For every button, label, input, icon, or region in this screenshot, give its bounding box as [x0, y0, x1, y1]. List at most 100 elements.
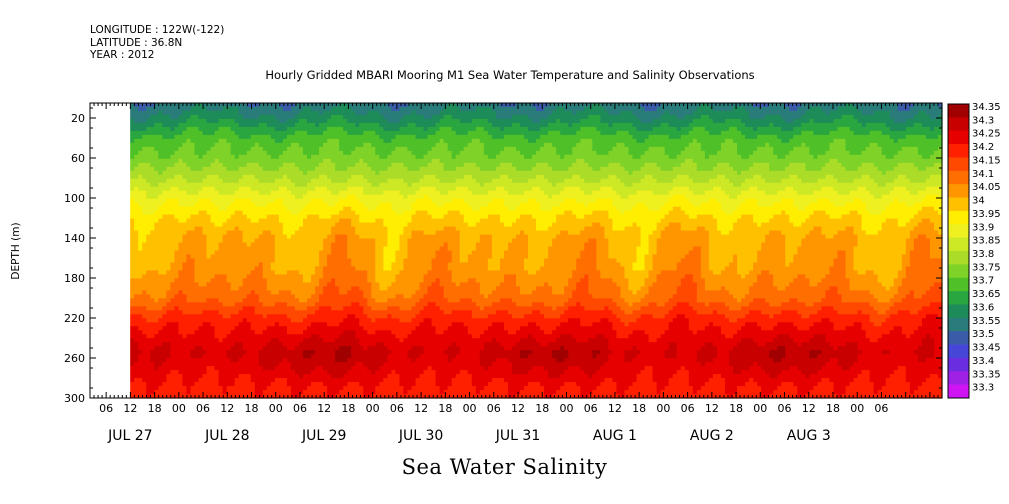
x-hour-label: 12 — [802, 402, 816, 415]
colorbar-label: 33.7 — [972, 276, 994, 287]
colorbar-label: 33.3 — [972, 383, 994, 394]
colorbar-label: 34.05 — [972, 182, 1001, 193]
colorbar-label: 33.85 — [972, 236, 1001, 247]
colorbar-label: 34.2 — [972, 142, 994, 153]
y-tick-label: 60 — [71, 152, 85, 165]
y-tick-label: 20 — [71, 112, 85, 125]
colorbar-swatch — [948, 157, 969, 172]
colorbar-label: 33.95 — [972, 209, 1001, 220]
x-hour-label: 06 — [778, 402, 792, 415]
colorbar-swatch — [948, 184, 969, 198]
x-hour-label: 00 — [172, 402, 186, 415]
x-hour-label: 18 — [148, 402, 162, 415]
y-tick-label: 100 — [64, 192, 85, 205]
x-hour-label: 12 — [511, 402, 525, 415]
x-day-label: JUL 29 — [301, 428, 346, 444]
colorbar-label: 34 — [972, 196, 985, 207]
longitude-label: LONGITUDE : 122W(-122) — [90, 24, 225, 36]
colorbar-label: 34.35 — [972, 102, 1001, 113]
x-hour-label: 18 — [535, 402, 549, 415]
colorbar-swatch — [948, 331, 969, 345]
colorbar-label: 33.8 — [972, 249, 994, 260]
x-hour-label: 06 — [390, 402, 404, 415]
x-day-label: AUG 2 — [690, 428, 734, 444]
x-hour-label: 00 — [366, 402, 380, 415]
x-hour-label: 18 — [632, 402, 646, 415]
heatmap-field — [130, 103, 943, 399]
colorbar-swatch — [948, 170, 969, 185]
colorbar-frame — [947, 103, 970, 399]
y-tick-label: 220 — [64, 312, 85, 325]
colorbar-swatch — [948, 144, 969, 158]
x-hour-label: 00 — [656, 402, 670, 415]
x-hour-label: 18 — [826, 402, 840, 415]
x-hour-label: 06 — [487, 402, 501, 415]
x-day-label: JUL 27 — [107, 428, 152, 444]
y-tick-label: 260 — [64, 352, 85, 365]
year-label: YEAR : 2012 — [90, 49, 155, 61]
colorbar-swatch — [948, 117, 969, 132]
colorbar-swatch — [948, 344, 969, 359]
colorbar-swatch — [948, 371, 969, 385]
x-hour-label: 00 — [850, 402, 864, 415]
colorbar-label: 33.9 — [972, 222, 994, 233]
colorbar-label: 33.4 — [972, 356, 994, 367]
colorbar-swatch — [948, 104, 969, 118]
x-hour-label: 06 — [874, 402, 888, 415]
colorbar-swatch — [948, 224, 969, 238]
colorbar-swatch — [948, 264, 969, 279]
colorbar-label: 33.5 — [972, 329, 994, 340]
x-day-label: AUG 1 — [593, 428, 637, 444]
colorbar-swatch — [948, 237, 969, 252]
x-hour-label: 00 — [269, 402, 283, 415]
colorbar-swatch — [948, 251, 969, 265]
colorbar-swatch — [948, 197, 969, 212]
x-hour-label: 06 — [681, 402, 695, 415]
colorbar-swatch — [948, 130, 969, 145]
variable-title: Sea Water Salinity — [401, 455, 608, 479]
plot-frame — [89, 102, 943, 399]
colorbar-label: 33.65 — [972, 289, 1001, 300]
x-day-label: AUG 3 — [787, 428, 831, 444]
colorbar-swatch — [948, 384, 969, 399]
x-hour-label: 18 — [729, 402, 743, 415]
x-hour-label: 18 — [341, 402, 355, 415]
x-hour-label: 12 — [317, 402, 331, 415]
x-hour-label: 06 — [99, 402, 113, 415]
x-hour-label: 12 — [220, 402, 234, 415]
y-tick-label: 140 — [64, 232, 85, 245]
x-hour-label: 00 — [559, 402, 573, 415]
colorbar-label: 33.6 — [972, 302, 994, 313]
colorbar-label: 34.3 — [972, 115, 994, 126]
colorbar-swatch — [948, 317, 969, 332]
x-hour-label: 12 — [705, 402, 719, 415]
colorbar-swatch — [948, 291, 969, 305]
colorbar-label: 33.45 — [972, 343, 1001, 354]
x-hour-label: 00 — [463, 402, 477, 415]
x-day-label: JUL 28 — [204, 428, 249, 444]
colorbar-label: 33.35 — [972, 369, 1001, 380]
x-hour-label: 06 — [196, 402, 210, 415]
x-hour-label: 12 — [414, 402, 428, 415]
x-day-label: JUL 31 — [495, 428, 540, 444]
colorbar-label: 34.15 — [972, 155, 1001, 166]
x-hour-label: 18 — [438, 402, 452, 415]
x-hour-label: 00 — [753, 402, 767, 415]
y-tick-label: 300 — [64, 392, 85, 405]
metadata-block: LONGITUDE : 122W(-122) LATITUDE : 36.8N … — [90, 24, 224, 62]
latitude-label: LATITUDE : 36.8N — [90, 36, 183, 49]
x-hour-label: 18 — [245, 402, 259, 415]
colorbar-label: 33.55 — [972, 316, 1001, 327]
colorbar-label: 34.1 — [972, 169, 994, 180]
y-tick-label: 180 — [64, 272, 85, 285]
colorbar-swatch — [948, 277, 969, 292]
colorbar-swatch — [948, 357, 969, 372]
colorbar-swatch — [948, 210, 969, 225]
x-day-label: JUL 30 — [398, 428, 443, 444]
colorbar-label: 34.25 — [972, 129, 1001, 140]
x-hour-label: 06 — [293, 402, 307, 415]
colorbar-label: 33.75 — [972, 262, 1001, 273]
x-hour-label: 12 — [608, 402, 622, 415]
x-hour-label: 12 — [123, 402, 137, 415]
